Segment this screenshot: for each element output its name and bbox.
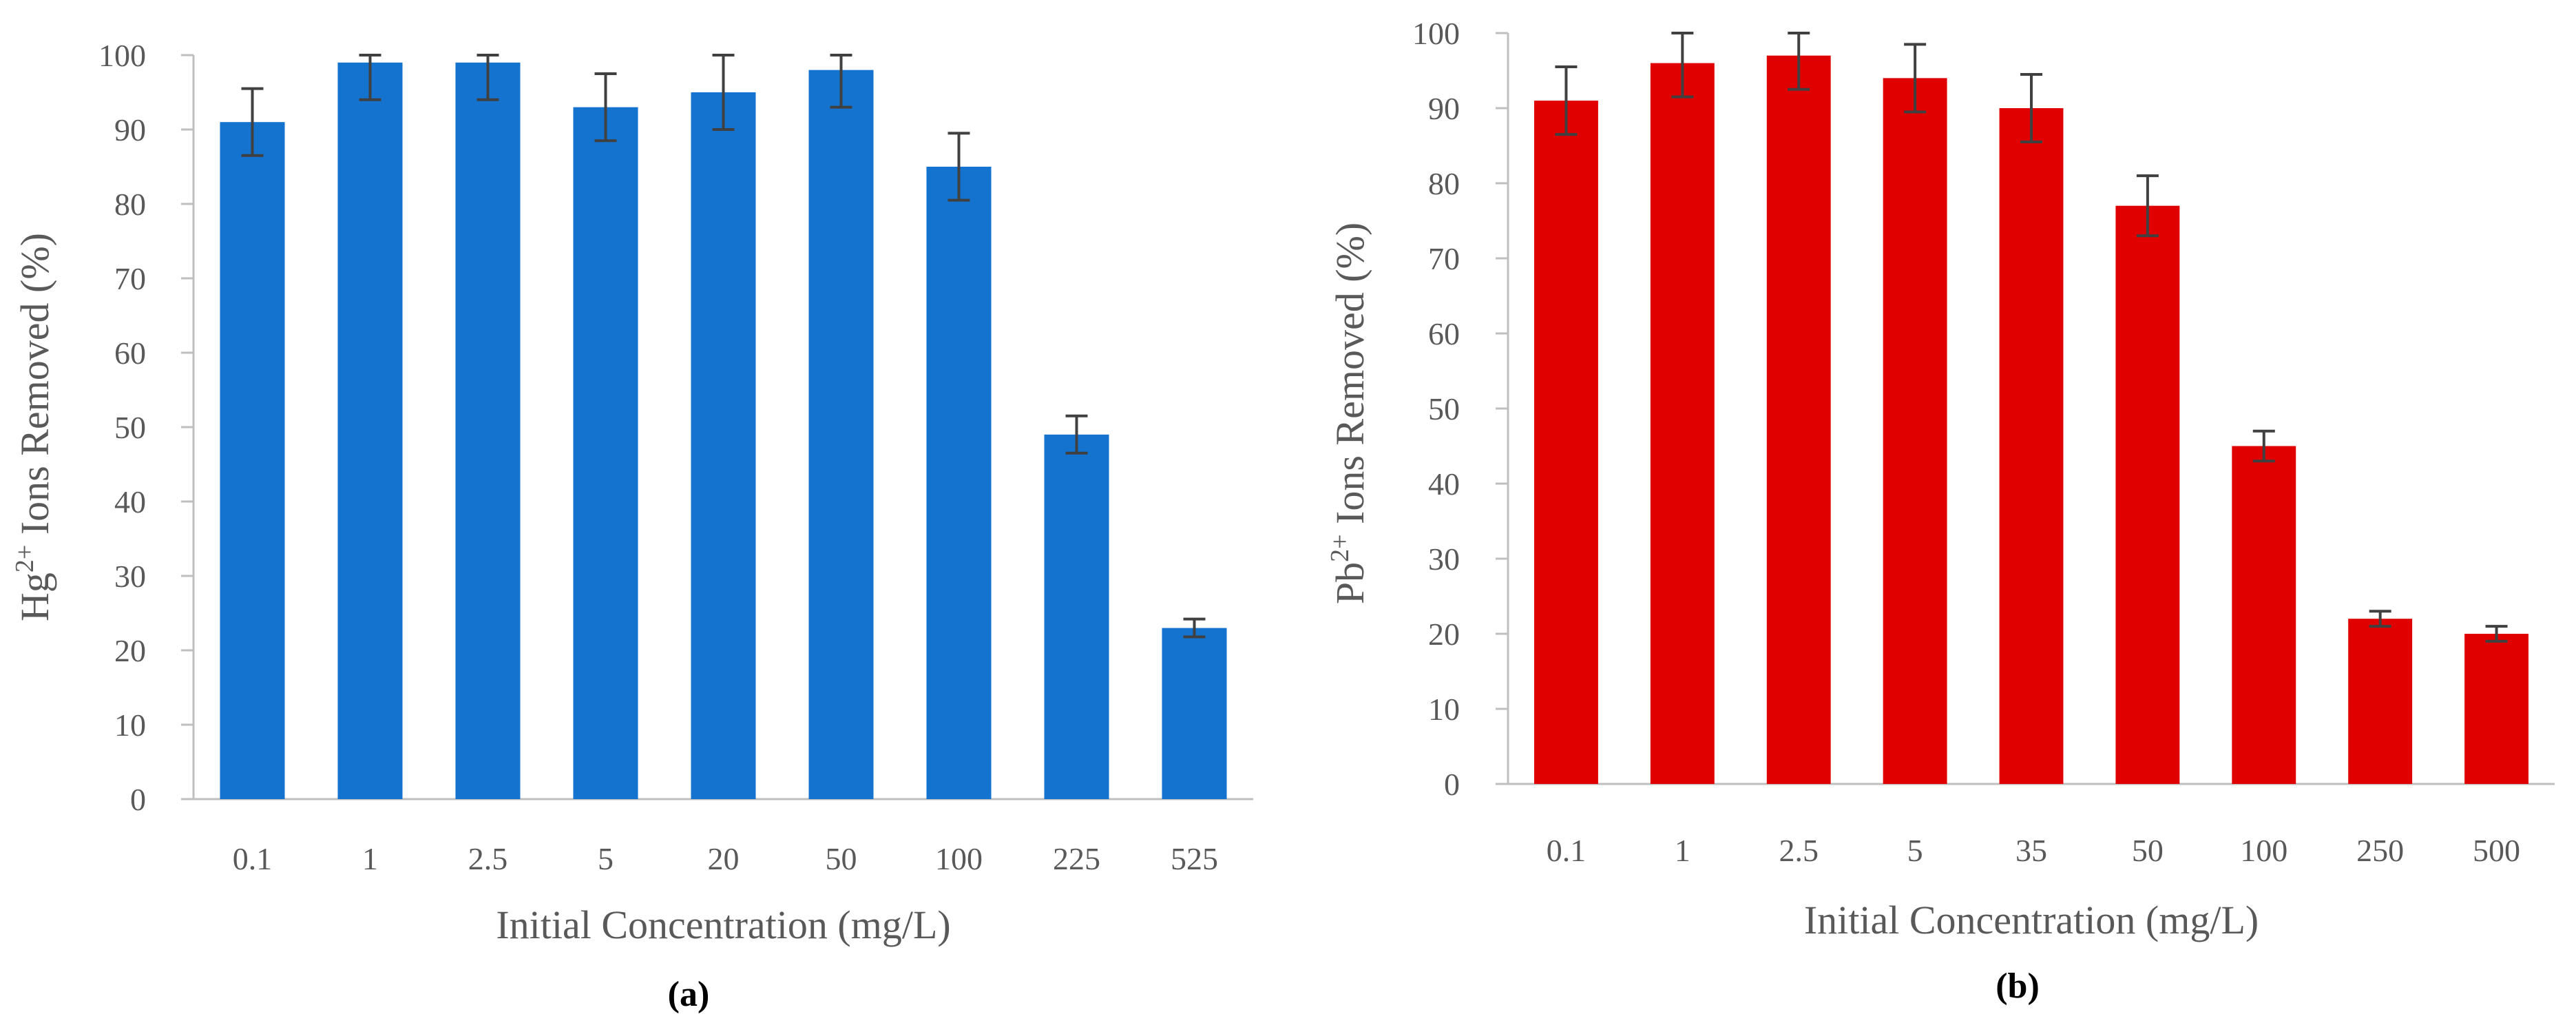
y-tick-label: 10 (114, 707, 146, 743)
y-tick-label: 20 (114, 633, 146, 668)
x-tick-label: 50 (2132, 833, 2164, 868)
bar (1044, 434, 1109, 799)
chart-panel-b: 0 10 20 30 40 50 60 70 80 90 100 0.1 1 2.5 5 35 50 100 250… (1326, 16, 2555, 1006)
y-tick-label: 50 (1428, 391, 1460, 426)
y-axis-title-charge: 2+ (10, 545, 39, 572)
y-tick-label: 30 (1428, 541, 1460, 577)
y-axis-title: Hg2+ Ions Removed (%) (10, 233, 57, 621)
x-tick-label: 100 (2240, 833, 2287, 868)
bar (2115, 205, 2180, 784)
bar (1999, 108, 2064, 784)
y-tick-label: 60 (1428, 316, 1460, 351)
x-tick-label: 225 (1053, 841, 1100, 876)
bar (691, 92, 756, 799)
y-tick-label: 90 (114, 112, 146, 147)
y-tick-label: 80 (114, 187, 146, 222)
bar (1534, 101, 1598, 785)
x-tick-label: 250 (2356, 833, 2404, 868)
x-tick-label: 500 (2473, 833, 2520, 868)
bar (220, 122, 285, 799)
x-tick-label: 0.1 (1547, 833, 1587, 868)
bar (926, 167, 992, 799)
x-tick-label: 1 (362, 841, 378, 876)
y-tick-label: 20 (1428, 617, 1460, 652)
y-axis-title: Pb2+ Ions Removed (%) (1326, 223, 1372, 604)
x-tick-label: 5 (598, 841, 614, 876)
x-tick-label: 2.5 (1779, 833, 1819, 868)
y-tick-label: 0 (1444, 767, 1460, 802)
bar (1883, 78, 1947, 784)
x-tick-label: 100 (935, 841, 983, 876)
y-tick-label: 0 (130, 782, 146, 817)
y-tick-label: 100 (1412, 16, 1460, 51)
y-tick-label: 90 (1428, 91, 1460, 126)
y-axis-title-rest: Ions Removed (%) (12, 233, 57, 545)
bar (1766, 55, 1831, 785)
x-tick-label: 20 (708, 841, 740, 876)
x-tick-label: 50 (826, 841, 857, 876)
x-tick-label: 5 (1907, 833, 1923, 868)
y-tick-label: 60 (114, 335, 146, 371)
bar (2348, 619, 2413, 784)
x-axis-title: Initial Concentration (mg/L) (1804, 898, 2259, 942)
y-axis-title-charge: 2+ (1326, 534, 1354, 561)
y-tick-label: 40 (1428, 466, 1460, 502)
y-tick-label: 100 (98, 38, 146, 73)
y-tick-label: 70 (1428, 241, 1460, 276)
bar (808, 70, 874, 800)
bar (2464, 634, 2528, 784)
chart-panel-a: 0 10 20 30 40 50 60 70 80 90 100 0.1 1 2.5 5 20 50 100 225… (10, 38, 1253, 1014)
y-tick-label: 70 (114, 261, 146, 296)
y-tick-label: 10 (1428, 692, 1460, 727)
y-tick-label: 50 (114, 410, 146, 445)
bar (2232, 446, 2296, 784)
bar (1650, 63, 1715, 785)
bar (455, 62, 521, 799)
x-tick-label: 2.5 (468, 841, 508, 876)
x-tick-label: 0.1 (233, 841, 273, 876)
y-axis-title-rest: Ions Removed (%) (1328, 223, 1372, 535)
x-tick-label: 35 (2015, 833, 2047, 868)
y-tick-label: 40 (114, 484, 146, 519)
y-tick-label: 80 (1428, 166, 1460, 201)
panel-label: (a) (668, 975, 710, 1014)
bar (1162, 628, 1227, 799)
x-tick-label: 1 (1675, 833, 1690, 868)
x-tick-label: 525 (1171, 841, 1218, 876)
bar (337, 62, 403, 799)
y-axis-title-element: Hg (12, 572, 57, 621)
bar (573, 107, 638, 800)
y-tick-label: 30 (114, 559, 146, 594)
x-axis-title: Initial Concentration (mg/L) (496, 902, 950, 947)
panel-label: (b) (1996, 967, 2040, 1006)
y-axis-title-element: Pb (1328, 562, 1372, 604)
